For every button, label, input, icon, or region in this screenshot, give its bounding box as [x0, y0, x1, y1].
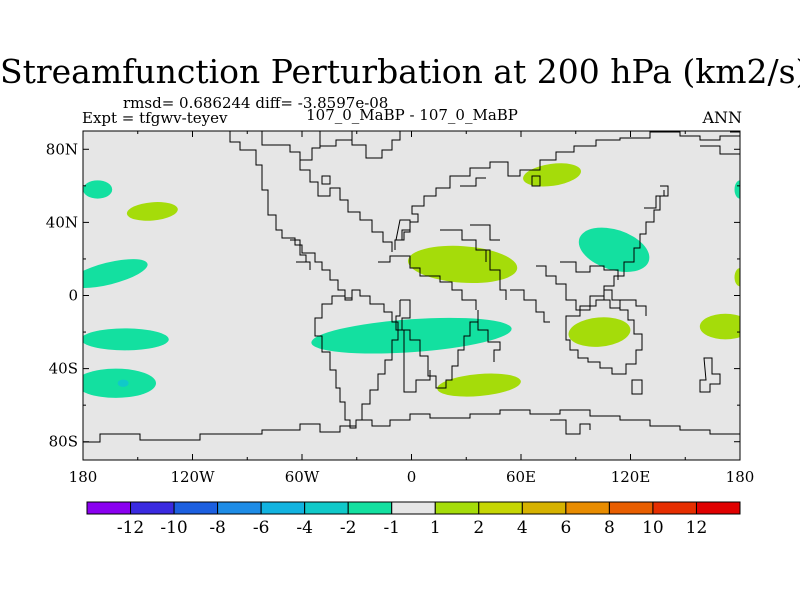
- anomaly-east-pacific-edge: [699, 313, 740, 340]
- case-label: 107_0_MaBP - 107_0_MaBP: [306, 106, 518, 124]
- colorbar-label: -4: [296, 518, 313, 538]
- anomaly-layer: [83, 163, 740, 398]
- colorbar-label: -8: [209, 518, 226, 538]
- anomaly-arctic-dateline: [83, 180, 113, 199]
- colorbar-swatch: [130, 501, 175, 515]
- colorbar-swatch: [173, 501, 219, 515]
- anomaly-tropical-pacific-west: [83, 328, 169, 351]
- coastline-africa-horn: [477, 310, 501, 362]
- lon-tick-label: 60E: [506, 468, 536, 486]
- colorbar-swatch: [695, 501, 741, 515]
- coastline-india: [510, 289, 550, 323]
- lon-tick-label: 120W: [170, 468, 215, 486]
- colorbar-label: -6: [253, 518, 270, 538]
- coastline-africa-north: [378, 255, 477, 310]
- coastline-new-zealand: [699, 357, 721, 393]
- colorbar-label: 10: [642, 518, 664, 538]
- lat-tick-label: 0: [68, 287, 78, 305]
- coastline-japan: [644, 190, 665, 209]
- coastline-great-lakes: [290, 239, 311, 270]
- coastline-europe-west: [394, 182, 451, 250]
- axis-tick-labels: 180 120W 60W 0 60E 120E 180 80N 40N 0 40S 80S: [46, 140, 755, 486]
- map-background: [83, 131, 740, 460]
- coastline-hudson-island: [321, 175, 331, 185]
- coastline-arctic-russia-islands: [460, 175, 541, 187]
- colorbar-label: 6: [560, 518, 571, 538]
- coastline-asia-east: [536, 185, 669, 311]
- colorbar-swatch: [217, 501, 262, 515]
- colorbar-swatch: [608, 501, 654, 515]
- colorbar-label: -10: [160, 518, 187, 538]
- anomaly-north-pacific: [126, 202, 178, 221]
- coastline-greenland: [351, 131, 401, 159]
- colorbar-swatch: [86, 501, 132, 515]
- coastline-canada-arctic: [261, 131, 321, 161]
- lat-tick-label: 80N: [46, 140, 78, 158]
- lat-tick-label: 40N: [46, 213, 78, 231]
- colorbar-label: -1: [383, 518, 400, 538]
- expt-line: Expt = tfgwv-teyev: [82, 109, 228, 127]
- coastline-british-isles: [395, 219, 411, 241]
- coastline-canada-east: [299, 160, 393, 252]
- coastline-australia: [565, 289, 643, 375]
- anomaly-tropical-atlantic: [311, 317, 512, 354]
- lat-tick-label: 80S: [49, 433, 78, 451]
- anomaly-arctic-siberia: [523, 163, 581, 187]
- anomaly-arctic-dateline-east: [734, 180, 740, 199]
- colorbar-swatch: [652, 501, 697, 515]
- coastline-antarctic-peninsula: [550, 419, 591, 435]
- anomaly-south-pacific-core: [117, 379, 129, 387]
- colorbar-swatch: [304, 501, 349, 515]
- anomaly-south-pacific: [83, 368, 156, 398]
- axis-ticks: [82, 131, 741, 460]
- coastline-tasmania: [631, 379, 643, 395]
- colorbar-label: -12: [117, 518, 144, 538]
- colorbar-swatch: [260, 501, 306, 515]
- colorbar-label: 12: [686, 518, 708, 538]
- lon-tick-label: 0: [407, 468, 417, 486]
- colorbar-label: 8: [604, 518, 615, 538]
- coastline-arabia: [476, 249, 507, 300]
- colorbar-swatch: [347, 501, 393, 515]
- lon-tick-label: 180: [69, 468, 98, 486]
- coastline-north-america-west: [229, 131, 353, 300]
- colorbar-swatch: [478, 501, 523, 515]
- stats-line: rmsd= 0.686244 diff= -3.8597e-08: [123, 94, 389, 112]
- coastline-asia-north: [449, 131, 740, 182]
- colorbar-swatch: [434, 501, 480, 515]
- anomaly-south-indian: [437, 373, 521, 397]
- coastline-chukotka: [700, 131, 740, 155]
- colorbar-swatch: [521, 501, 567, 515]
- lon-tick-label: 60W: [285, 468, 320, 486]
- lon-tick-label: 120E: [611, 468, 651, 486]
- colorbar: -12 -10 -8 -6 -4 -2 -1 1 2 4 6 8 10 12: [86, 501, 741, 538]
- colorbar-label: 2: [473, 518, 484, 538]
- colorbar-swatch: [391, 501, 436, 515]
- coastline-africa-west-inner: [395, 300, 431, 393]
- plot-title: Streamfunction Perturbation at 200 hPa (…: [0, 52, 800, 91]
- anomaly-east-asia: [578, 227, 650, 273]
- anomaly-north-pacific-subtropics: [83, 259, 148, 288]
- anomaly-north-pacific-east-edge: [734, 268, 740, 287]
- colorbar-label: 4: [517, 518, 528, 538]
- coastlines: [83, 131, 740, 443]
- anomaly-east-indian: [568, 317, 631, 347]
- lon-tick-label: 180: [726, 468, 755, 486]
- colorbar-swatch: [565, 501, 610, 515]
- coastline-southeast-asia: [560, 261, 619, 280]
- colorbar-label: 1: [430, 518, 441, 538]
- coastline-antarctica: [83, 409, 740, 443]
- lat-tick-label: 40S: [49, 360, 78, 378]
- colorbar-label: -2: [340, 518, 357, 538]
- period-label: ANN: [702, 108, 742, 127]
